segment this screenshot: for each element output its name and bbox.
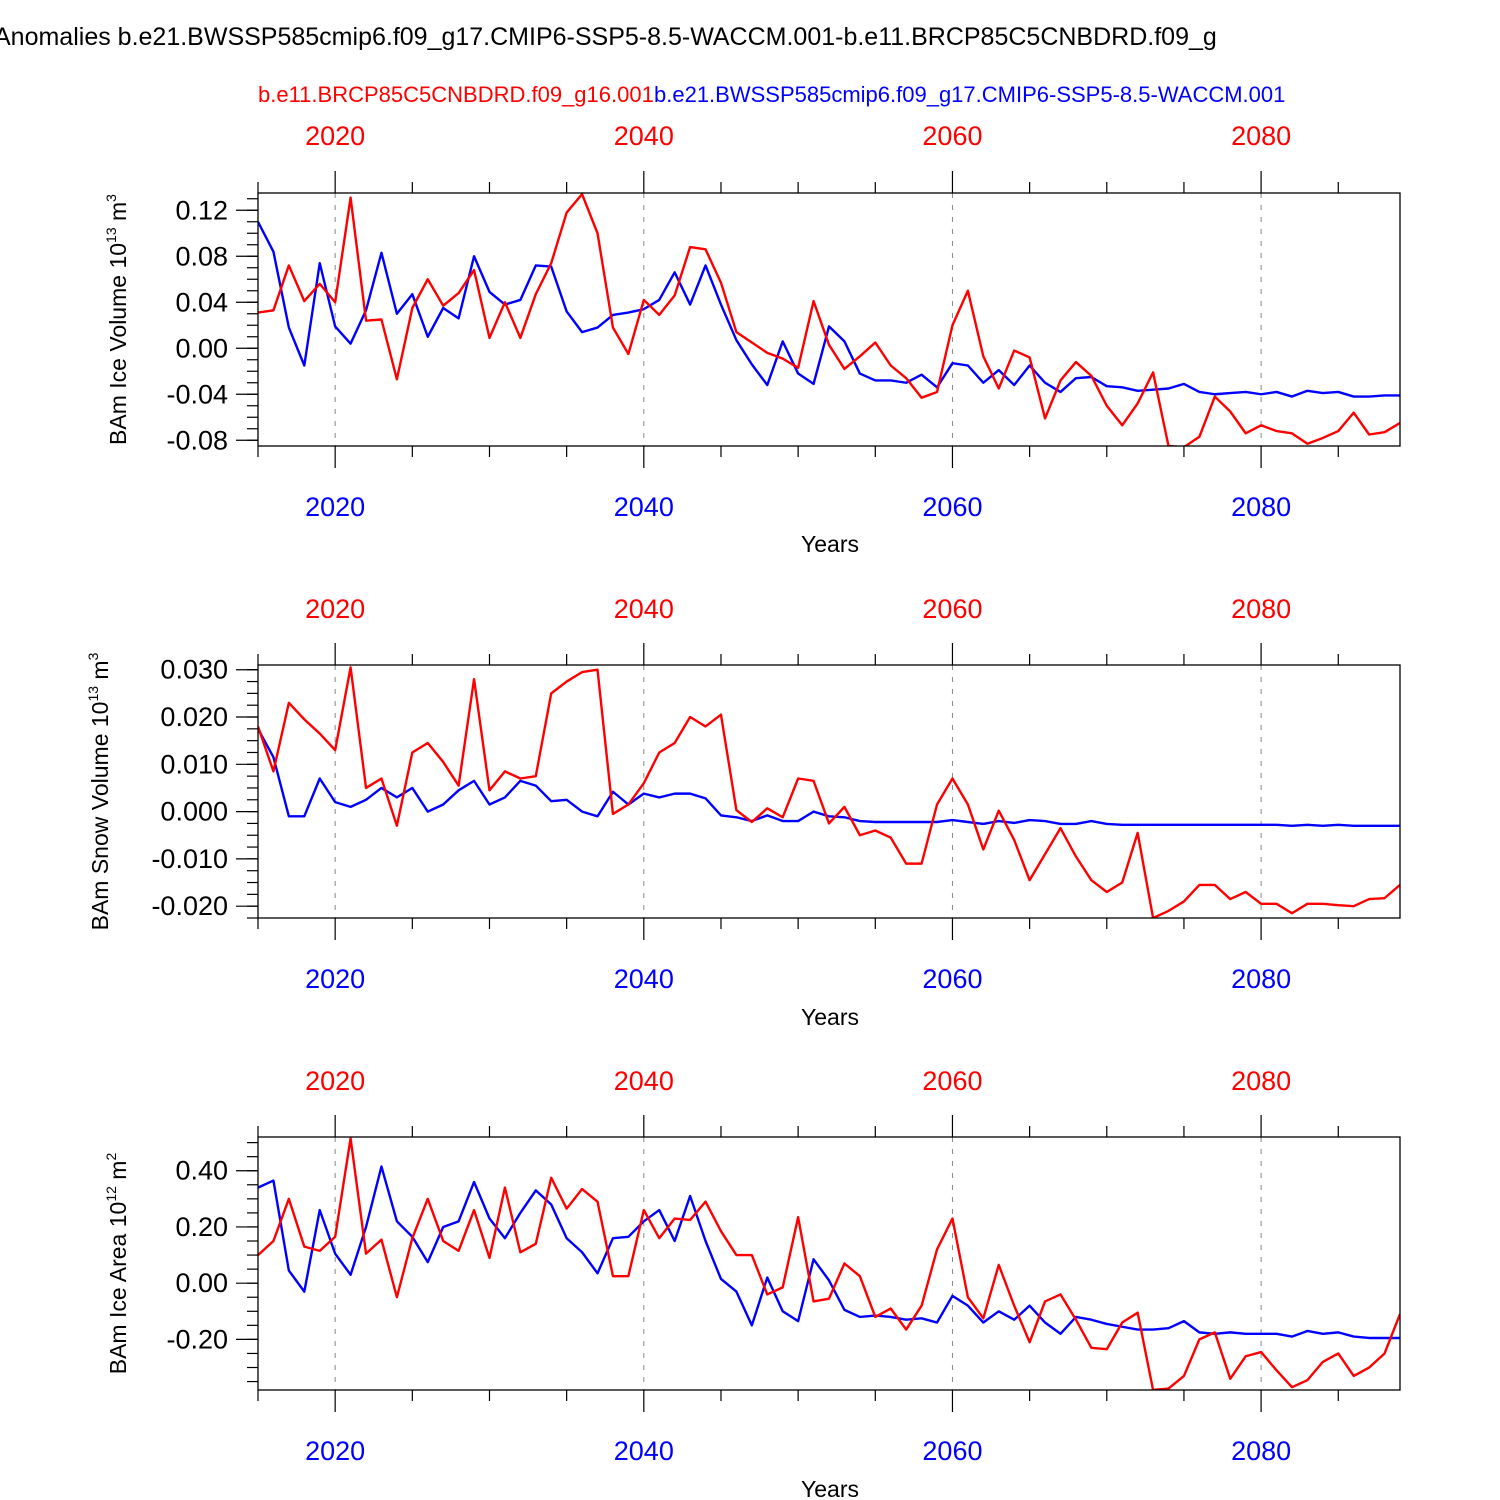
x-tick-label-top: 2080: [1231, 594, 1291, 624]
x-tick-label-bottom: 2040: [614, 1436, 674, 1466]
series-line-blue: [258, 728, 1400, 827]
legend-red-series: b.e11.BRCP85C5CNBDRD.f09_g16.001: [258, 82, 654, 107]
y-tick-label: -0.08: [166, 425, 228, 455]
plot-frame: [257, 192, 1401, 447]
y-tick-label: 0.030: [160, 655, 228, 685]
y-tick-label: 0.000: [160, 797, 228, 827]
x-axis-title: Years: [801, 1476, 859, 1500]
y-axis-title: BAm Snow Volume 1013 m3: [85, 652, 113, 930]
y-tick-label: 0.00: [175, 333, 228, 363]
x-tick-label-top: 2060: [922, 121, 982, 151]
x-tick-label-top: 2080: [1231, 1066, 1291, 1096]
series-line-red: [258, 666, 1400, 918]
x-tick-label-bottom: 2020: [305, 964, 365, 994]
panel-2: 2020 2020 2040 2040 2060 2060 2080 2080 -0.020 -0…: [85, 594, 1401, 1030]
panel-3: 2020 2020 2040 2040 2060 2060 2080 2080 -0.20 0.0…: [103, 1066, 1401, 1500]
series-line-blue: [258, 1165, 1400, 1340]
y-tick-label: 0.00: [175, 1268, 228, 1298]
x-tick-label-top: 2020: [305, 594, 365, 624]
y-axis-title: BAm Ice Area 1012 m2: [103, 1153, 131, 1375]
x-tick-label-top: 2020: [305, 121, 365, 151]
series-line-red: [258, 1137, 1400, 1390]
legend-blue-series: b.e21.BWSSP585cmip6.f09_g17.CMIP6-SSP5-8…: [654, 82, 1285, 107]
x-tick-label-top: 2040: [614, 594, 674, 624]
x-tick-label-top: 2060: [922, 594, 982, 624]
y-tick-label: -0.04: [166, 379, 228, 409]
y-tick-label: -0.020: [151, 891, 228, 921]
y-tick-label: 0.20: [175, 1212, 228, 1242]
x-tick-label-top: 2060: [922, 1066, 982, 1096]
x-tick-label-top: 2040: [614, 121, 674, 151]
chart-title: Anomalies b.e21.BWSSP585cmip6.f09_g17.CM…: [0, 23, 1217, 51]
plot-frame: [257, 1136, 1401, 1391]
x-tick-label-bottom: 2020: [305, 492, 365, 522]
y-tick-label: 0.08: [175, 241, 228, 271]
x-tick-label-bottom: 2080: [1231, 492, 1291, 522]
y-tick-label: 0.04: [175, 287, 228, 317]
y-tick-label: -0.010: [151, 844, 228, 874]
x-tick-label-bottom: 2040: [614, 964, 674, 994]
series-line-blue: [258, 221, 1400, 398]
x-axis-title: Years: [801, 1004, 859, 1030]
y-tick-label: 0.12: [175, 195, 228, 225]
x-tick-label-bottom: 2040: [614, 492, 674, 522]
x-tick-label-top: 2040: [614, 1066, 674, 1096]
x-tick-label-bottom: 2060: [922, 492, 982, 522]
y-tick-label: 0.40: [175, 1156, 228, 1186]
x-tick-label-bottom: 2080: [1231, 1436, 1291, 1466]
x-tick-label-bottom: 2020: [305, 1436, 365, 1466]
plot-frame: [257, 664, 1401, 919]
series-line-red: [258, 193, 1400, 446]
panel-1: 2020 2020 2040 2040 2060 2060 2080 2080 -0.08 -0.…: [103, 121, 1401, 557]
x-axis-title: Years: [801, 531, 859, 557]
x-tick-label-bottom: 2060: [922, 1436, 982, 1466]
x-tick-label-bottom: 2060: [922, 964, 982, 994]
y-tick-label: 0.010: [160, 749, 228, 779]
panels: 2020 2020 2040 2040 2060 2060 2080 2080 -0.08 -0.…: [85, 121, 1401, 1500]
x-tick-label-bottom: 2080: [1231, 964, 1291, 994]
x-tick-label-top: 2080: [1231, 121, 1291, 151]
y-tick-label: -0.20: [166, 1324, 228, 1354]
y-tick-label: 0.020: [160, 702, 228, 732]
x-tick-label-top: 2020: [305, 1066, 365, 1096]
y-axis-title: BAm Ice Volume 1013 m3: [103, 194, 131, 445]
